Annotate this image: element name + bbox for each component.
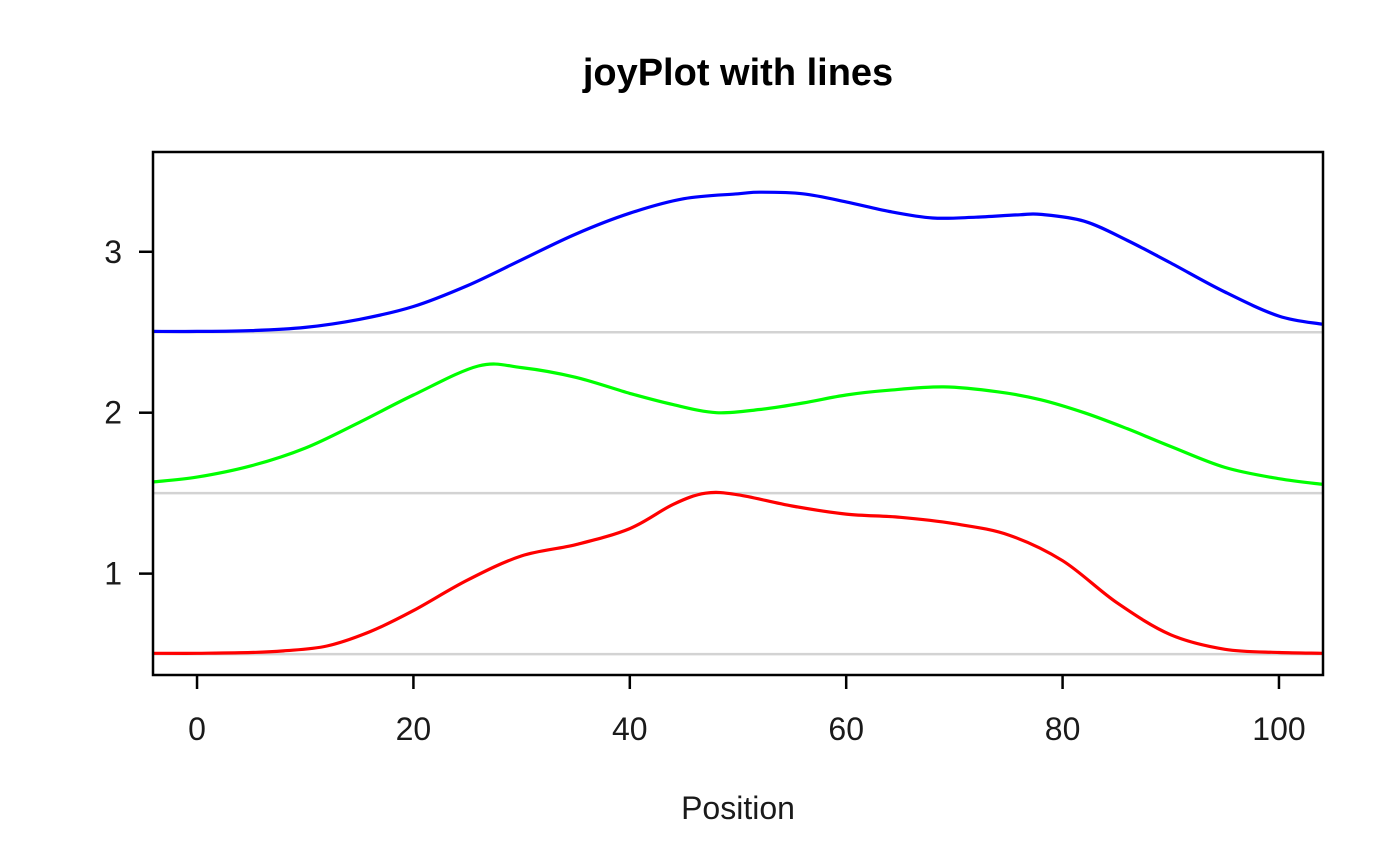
x-tick-label: 40 [612,711,648,747]
x-tick-label: 80 [1045,711,1081,747]
x-tick-label: 0 [188,711,206,747]
y-tick-label: 3 [104,234,122,270]
chart-title: joyPlot with lines [582,52,894,94]
series-2-green-curve [152,362,1324,486]
x-tick-label: 100 [1252,711,1305,747]
y-tick-label: 2 [104,395,122,431]
x-axis-label: Position [681,790,795,826]
x-tick-label: 20 [396,711,432,747]
series-3-blue-curve [152,190,1324,334]
x-tick-label: 60 [828,711,864,747]
series-1-red-curve [152,490,1324,655]
y-tick-label: 1 [104,556,122,592]
